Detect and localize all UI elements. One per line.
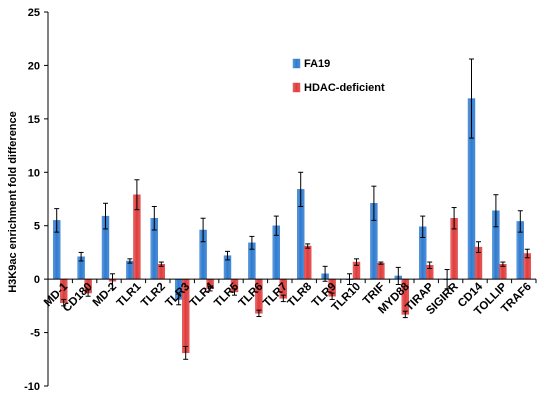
category-label: TLR1: [115, 280, 144, 309]
bars: [53, 98, 531, 354]
y-tick-label: 20: [28, 60, 40, 72]
legend: FA19 HDAC-deficient: [292, 58, 385, 94]
error-bars: [54, 58, 530, 360]
y-axis-title: H3K9ac enrichment fold difference: [7, 111, 19, 293]
y-tick-label: 15: [28, 114, 40, 126]
x-axis: [47, 278, 537, 284]
bar-fa19-tlr1: [126, 260, 134, 280]
bar-hdac-tlr8: [304, 245, 312, 280]
category-label: TLR2: [139, 281, 168, 310]
legend-label: HDAC-deficient: [304, 82, 385, 94]
y-tick-label: 5: [34, 221, 40, 233]
y-tick-label: -5: [30, 328, 40, 340]
legend-swatch: [292, 82, 301, 93]
y-tick-label: 0: [34, 274, 40, 286]
y-tick-label: -10: [24, 381, 40, 393]
y-tick-label: 25: [28, 7, 40, 19]
y-axis: -10 -5 0 5 10 15 20 25: [24, 7, 49, 393]
y-tick-label: 10: [28, 167, 40, 179]
legend-swatch: [292, 58, 301, 69]
category-label: MD-2: [91, 281, 119, 309]
bar-hdac-trif: [377, 262, 385, 280]
category-labels: MD-1CD180MD-2TLR1TLR2TLR3TLR4TLR5TLR6TLR…: [42, 280, 534, 318]
legend-label: FA19: [304, 58, 330, 70]
category-label: TLR8: [286, 280, 315, 309]
